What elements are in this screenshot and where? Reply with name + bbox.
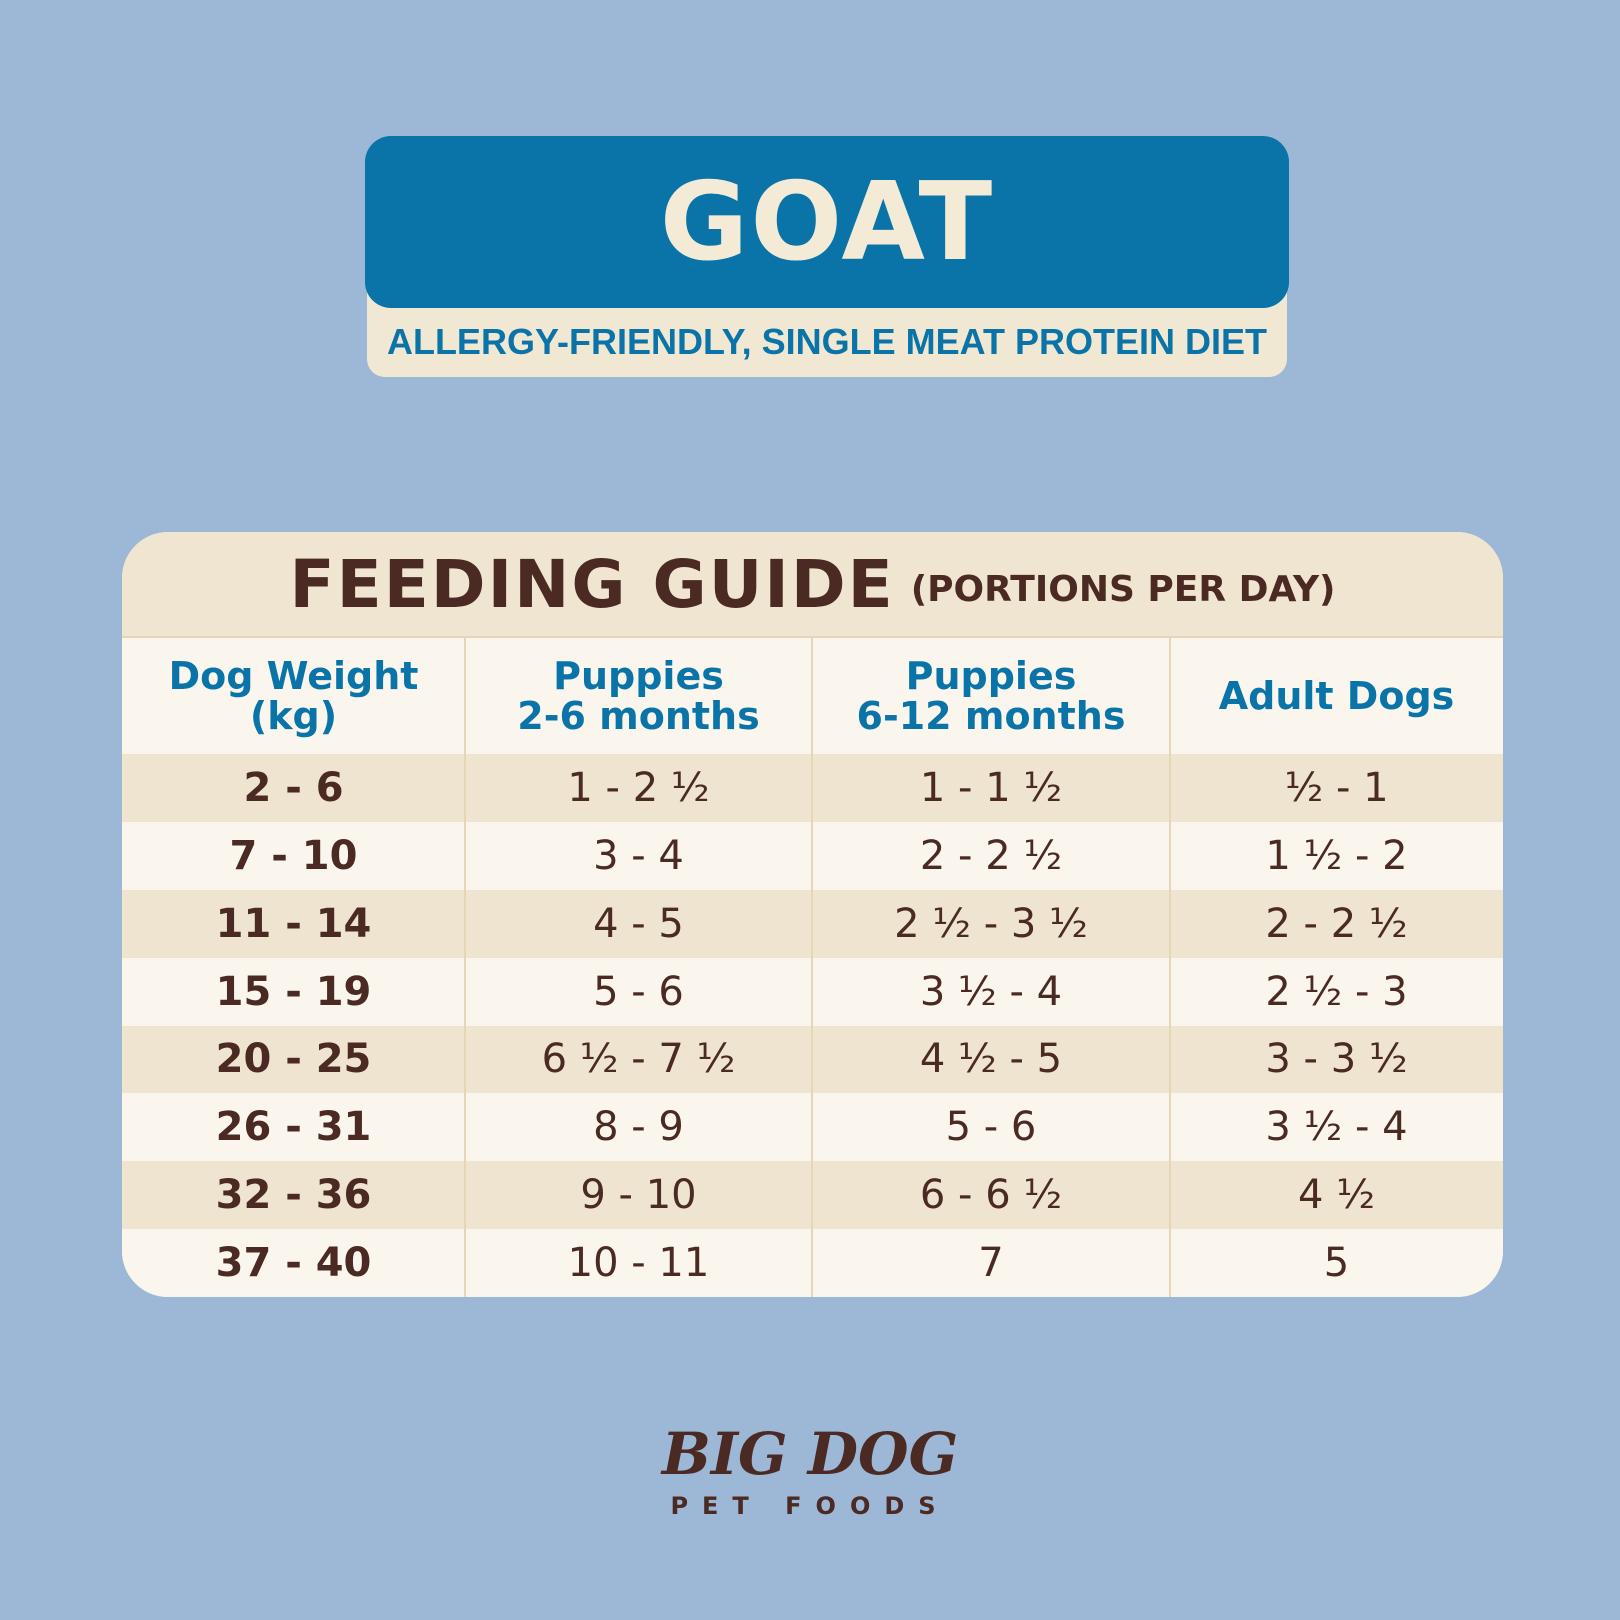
column-divider xyxy=(464,638,466,1297)
portion-cell: 2 ½ - 3 ½ xyxy=(894,900,1088,947)
column-divider xyxy=(1169,638,1171,1297)
table-title: FEEDING GUIDE xyxy=(289,545,895,623)
portion-cell: 5 - 6 xyxy=(945,1104,1037,1151)
column-header: Dog Weight (kg) xyxy=(122,638,465,754)
portion-cell: 10 - 11 xyxy=(567,1240,710,1287)
portion-cell: 5 - 6 xyxy=(593,968,684,1015)
banner-title: GOAT xyxy=(659,159,995,285)
feeding-card: FEEDING GUIDE (PORTIONS PER DAY) Dog Wei… xyxy=(122,532,1503,1297)
portion-cell: 9 - 10 xyxy=(580,1172,697,1219)
header-line: 2-6 months xyxy=(517,694,760,738)
logo-name: BIG DOG xyxy=(661,1420,959,1488)
weight-cell: 37 - 40 xyxy=(215,1240,372,1287)
weight-cell: 2 - 6 xyxy=(243,764,344,811)
portion-cell: 4 ½ xyxy=(1298,1172,1375,1219)
portion-cell: 3 - 3 ½ xyxy=(1265,1036,1408,1083)
header-line: Dog Weight xyxy=(168,654,419,698)
portion-cell: 1 - 1 ½ xyxy=(919,764,1063,811)
column-header: Adult Dogs xyxy=(1170,638,1503,754)
portion-cell: 1 - 2 ½ xyxy=(567,764,710,811)
weight-cell: 11 - 14 xyxy=(215,900,372,947)
portion-cell: 2 - 2 ½ xyxy=(919,832,1063,879)
column-header: Puppies 2-6 months xyxy=(465,638,812,754)
portion-cell: 6 - 6 ½ xyxy=(919,1172,1063,1219)
portion-cell: 3 ½ - 4 xyxy=(919,968,1063,1015)
column-header: Puppies 6-12 months xyxy=(812,638,1170,754)
weight-cell: 15 - 19 xyxy=(215,968,372,1015)
portion-cell: 2 - 2 ½ xyxy=(1265,900,1408,947)
weight-cell: 26 - 31 xyxy=(215,1104,372,1151)
portion-cell: ½ - 1 xyxy=(1284,764,1389,811)
portion-cell: 3 ½ - 4 xyxy=(1265,1104,1408,1151)
logo-tagline: PET FOODS xyxy=(670,1492,950,1520)
header-line: Puppies xyxy=(905,654,1077,698)
table-note: (PORTIONS PER DAY) xyxy=(910,568,1336,610)
column-divider xyxy=(811,638,813,1297)
portion-cell: 6 ½ - 7 ½ xyxy=(541,1036,736,1083)
portion-cell: 5 xyxy=(1323,1240,1350,1287)
weight-cell: 20 - 25 xyxy=(215,1036,372,1083)
header-line: Puppies xyxy=(553,654,724,698)
weight-cell: 32 - 36 xyxy=(215,1172,372,1219)
card-header: FEEDING GUIDE (PORTIONS PER DAY) xyxy=(122,532,1503,638)
portion-cell: 3 - 4 xyxy=(593,832,684,879)
portion-cell: 8 - 9 xyxy=(593,1104,684,1151)
portion-cell: 2 ½ - 3 xyxy=(1265,968,1408,1015)
header-line: Adult Dogs xyxy=(1218,674,1455,718)
portion-cell: 7 xyxy=(978,1240,1004,1287)
portion-cell: 4 ½ - 5 xyxy=(919,1036,1063,1083)
portion-cell: 1 ½ - 2 xyxy=(1265,832,1408,879)
header-line: 6-12 months xyxy=(856,694,1126,738)
header-line: (kg) xyxy=(249,694,338,738)
banner: GOAT xyxy=(365,136,1289,308)
subtitle: ALLERGY-FRIENDLY, SINGLE MEAT PROTEIN DI… xyxy=(386,321,1268,362)
portion-cell: 4 - 5 xyxy=(593,900,684,947)
weight-cell: 7 - 10 xyxy=(229,832,358,879)
